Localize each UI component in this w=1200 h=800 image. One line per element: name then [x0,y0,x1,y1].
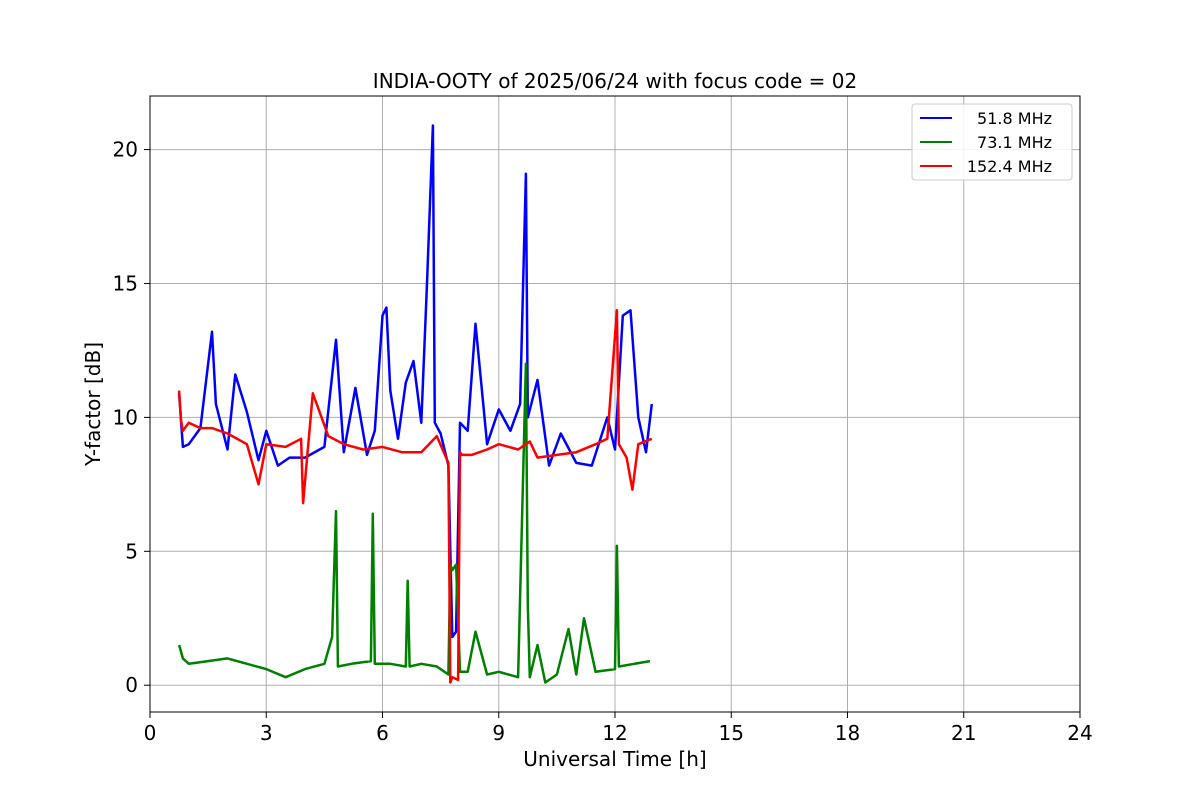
y-tick-label: 10 [113,405,138,429]
x-tick-label: 24 [1067,721,1092,745]
tick-layer: 0 3 6 9 12 15 18 21 24 0 5 10 15 20 [113,138,1093,745]
y-tick-label: 0 [125,673,138,697]
legend-label: 152.4 MHz [967,157,1052,176]
x-tick-label: 6 [376,721,389,745]
y-tick-label: 5 [125,539,138,563]
x-tick-label: 15 [719,721,744,745]
x-tick-label: 9 [492,721,505,745]
legend-box [911,103,1073,181]
x-tick-label: 18 [835,721,860,745]
x-axis-label: Universal Time [h] [523,747,706,771]
legend-label: 73.1 MHz [977,133,1052,152]
y-axis-label: Y-factor [dB] [81,342,105,467]
series-line-2 [177,309,653,684]
legend-label: 51.8 MHz [977,109,1052,128]
x-tick-label: 3 [260,721,273,745]
y-tick-label: 15 [113,271,138,295]
x-tick-label: 21 [951,721,976,745]
x-tick-label: 12 [602,721,627,745]
legend: 51.8 MHz 73.1 MHz 152.4 MHz [911,103,1073,181]
chart-title: INDIA-OOTY of 2025/06/24 with focus code… [373,69,857,93]
x-tick-label: 0 [144,721,157,745]
y-tick-label: 20 [113,138,138,162]
series-layer [177,124,654,684]
series-line-0 [177,124,654,639]
